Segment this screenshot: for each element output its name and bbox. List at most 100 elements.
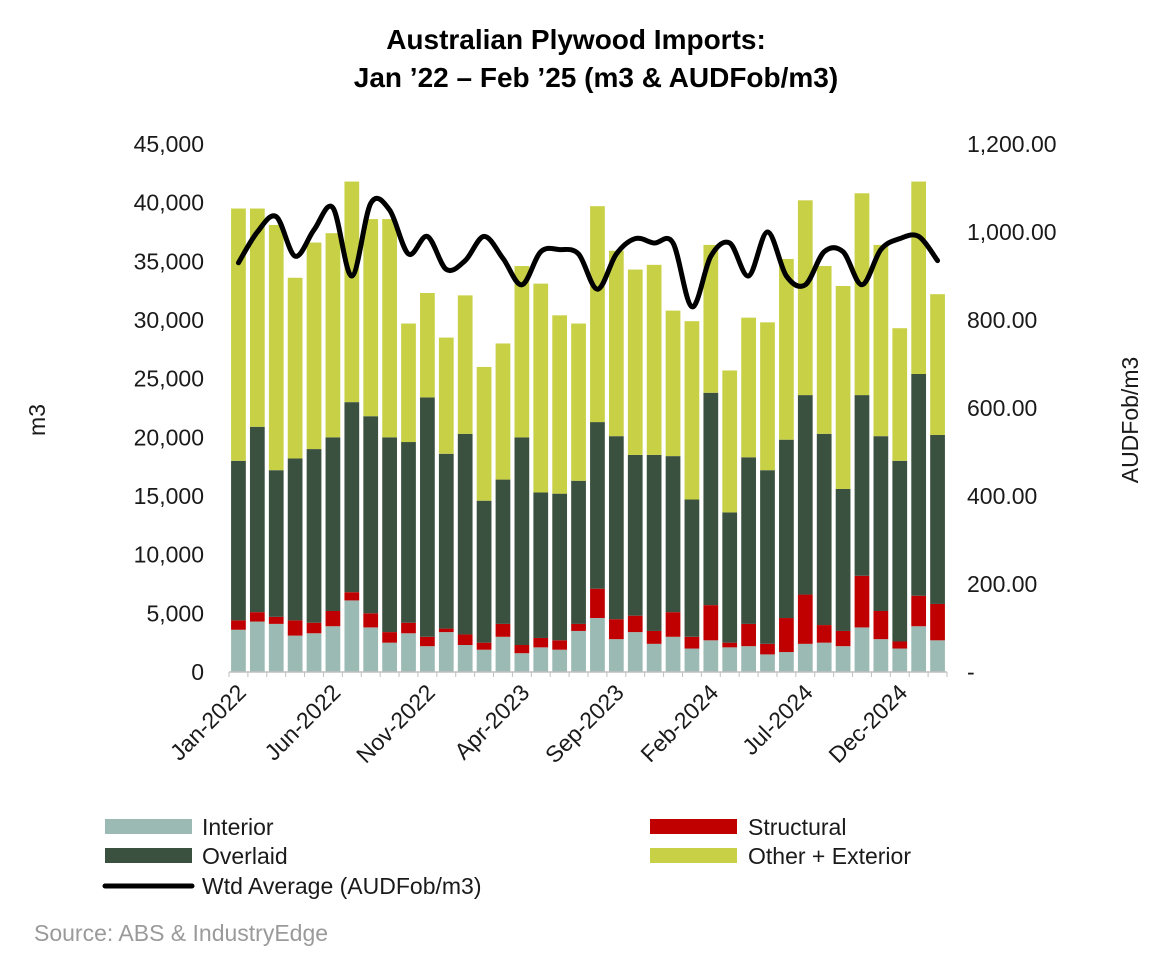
legend-item-overlaid: Overlaid (105, 843, 288, 869)
right-tick-label: - (967, 659, 975, 685)
right-tick-label: 1,200.00 (967, 131, 1057, 157)
x-tick-label: Nov-2022 (351, 679, 440, 768)
left-tick-label: 0 (191, 659, 204, 685)
bar-overlaid (514, 437, 530, 646)
left-tick-label: 45,000 (134, 131, 204, 157)
bar-interior (911, 626, 927, 672)
bar-structural (438, 628, 454, 633)
bar-other-exterior (344, 181, 360, 403)
bar-structural (816, 625, 832, 643)
bar-structural (797, 594, 813, 644)
bar-other-exterior (571, 323, 586, 481)
bar-interior (760, 654, 775, 672)
bar-interior (627, 632, 643, 672)
bar-structural (249, 612, 265, 622)
bar-structural (779, 618, 794, 653)
right-tick-label: 800.00 (967, 307, 1037, 333)
bar-other-exterior (552, 315, 568, 494)
bar-other-exterior (741, 317, 756, 458)
bar-overlaid (854, 395, 870, 576)
bar-structural (571, 623, 586, 631)
bar-other-exterior (325, 233, 341, 438)
bar-overlaid (816, 433, 832, 626)
bar-overlaid (665, 456, 681, 613)
bar-interior (420, 646, 435, 672)
bar-interior (287, 635, 303, 672)
bar-overlaid (722, 512, 738, 643)
chart-title-line-2: Jan ’22 – Feb ’25 (m3 & AUDFob/m3) (354, 62, 838, 93)
legend-swatch-overlaid (105, 848, 192, 863)
x-tick-label: Jan-2022 (165, 679, 251, 765)
bar-other-exterior (533, 283, 549, 493)
legend-item-wtd-average: Wtd Average (AUDFob/m3) (102, 873, 482, 899)
bar-other-exterior (854, 193, 870, 396)
source-note: Source: ABS & IndustryEdge (34, 920, 328, 946)
bar-interior (249, 621, 265, 672)
bar-overlaid (344, 402, 360, 593)
bar-structural (741, 623, 756, 647)
bar-structural (608, 619, 624, 640)
bar-interior (457, 645, 473, 672)
bar-overlaid (401, 442, 416, 623)
bar-overlaid (420, 397, 435, 637)
bar-overlaid (797, 395, 813, 595)
bar-interior (571, 630, 586, 672)
bar-overlaid (306, 449, 322, 623)
right-axis-ticks: - 200.00 400.00 600.00 800.00 1,000.00 1,200.0… (967, 131, 1057, 685)
bar-interior (306, 633, 322, 672)
bar-structural (401, 622, 416, 634)
bar-overlaid (627, 454, 643, 616)
wtd-average-line-layer (235, 195, 941, 310)
bar-interior (722, 647, 738, 672)
bar-other-exterior (665, 310, 681, 457)
bar-other-exterior (892, 328, 908, 461)
bar-overlaid (268, 470, 284, 617)
bar-other-exterior (911, 181, 927, 374)
bar-overlaid (892, 460, 908, 642)
bar-overlaid (703, 392, 719, 606)
wtd-average-line (235, 195, 941, 310)
bar-structural (552, 640, 568, 650)
bar-structural (476, 642, 492, 650)
bar-interior (344, 600, 360, 672)
legend-item-structural: Structural (650, 814, 846, 840)
bar-other-exterior (514, 266, 530, 438)
bar-other-exterior (457, 295, 473, 434)
bar-structural (627, 615, 643, 633)
left-axis-ticks: 0 5,000 10,000 15,000 20,000 25,000 30,000 35,0… (134, 131, 204, 685)
bar-other-exterior (306, 242, 322, 450)
legend-label-wtd-average: Wtd Average (AUDFob/m3) (202, 873, 482, 899)
bar-overlaid (571, 480, 586, 624)
bar-other-exterior (438, 337, 454, 454)
bar-interior (646, 643, 662, 672)
bar-interior (797, 643, 813, 672)
chart-title-line-1: Australian Plywood Imports: (386, 24, 766, 55)
bar-structural (703, 605, 719, 641)
bar-structural (325, 610, 341, 627)
bar-other-exterior (930, 294, 945, 435)
bar-interior (779, 652, 794, 672)
x-tick-label: Sep-2023 (540, 679, 629, 768)
bar-overlaid (457, 433, 473, 635)
bar-other-exterior (268, 224, 284, 471)
bar-structural (722, 642, 738, 648)
bar-structural (533, 637, 549, 648)
bar-overlaid (382, 437, 397, 633)
bar-structural (892, 641, 908, 649)
bar-overlaid (779, 439, 794, 619)
bar-overlaid (231, 460, 246, 621)
left-tick-label: 10,000 (134, 542, 204, 568)
bar-overlaid (552, 493, 568, 641)
bar-structural (287, 620, 303, 636)
bar-interior (703, 640, 719, 672)
legend-label-other-exterior: Other + Exterior (748, 843, 911, 869)
left-axis-title: m3 (24, 404, 50, 436)
legend-label-overlaid: Overlaid (202, 843, 288, 869)
bar-other-exterior (760, 322, 775, 471)
legend-item-interior: Interior (105, 814, 274, 840)
bar-other-exterior (608, 250, 624, 437)
bar-interior (476, 649, 492, 672)
bar-other-exterior (420, 293, 435, 398)
bar-structural (873, 610, 889, 640)
bar-interior (873, 639, 889, 672)
